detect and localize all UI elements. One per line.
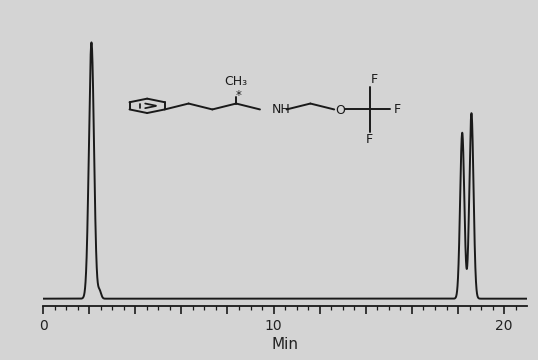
Text: F: F [371, 73, 378, 86]
Text: *: * [236, 89, 242, 102]
Text: CH₃: CH₃ [224, 75, 247, 88]
Text: NH: NH [272, 103, 291, 116]
Text: F: F [394, 103, 401, 116]
X-axis label: Min: Min [272, 337, 299, 352]
Text: F: F [366, 133, 373, 147]
Text: O: O [336, 104, 345, 117]
